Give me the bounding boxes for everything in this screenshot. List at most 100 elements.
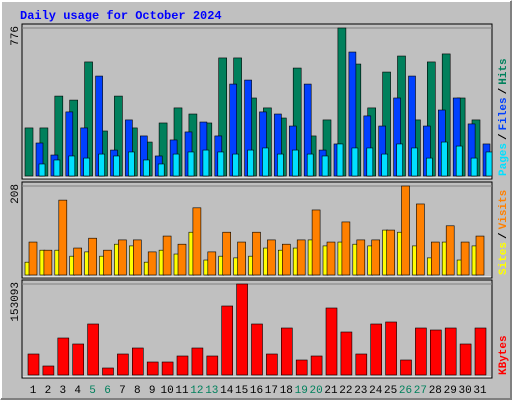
- bar: [128, 151, 135, 177]
- x-tick-label: 30: [458, 385, 471, 397]
- bar: [143, 159, 150, 177]
- bar: [202, 149, 210, 177]
- bar: [113, 155, 120, 177]
- bar: [277, 153, 284, 177]
- bar: [251, 323, 263, 376]
- legend: Pages / Files / Hits: [498, 58, 510, 176]
- x-tick-label: 23: [354, 385, 367, 397]
- bar: [444, 327, 457, 376]
- bar: [396, 143, 403, 177]
- bar: [73, 247, 82, 276]
- bar: [172, 153, 180, 177]
- bar: [401, 185, 410, 276]
- bar: [88, 237, 97, 276]
- bar: [426, 157, 433, 177]
- legend: KBytes: [498, 335, 510, 375]
- bar: [87, 323, 99, 376]
- bar: [295, 359, 308, 376]
- x-tick-label: 10: [160, 385, 173, 397]
- bar: [133, 239, 142, 276]
- bar: [206, 355, 219, 376]
- bar: [340, 331, 353, 376]
- bar: [177, 243, 187, 276]
- bar: [232, 153, 239, 177]
- bar: [237, 241, 246, 276]
- bar: [311, 209, 321, 276]
- bar: [366, 147, 374, 177]
- bar: [83, 157, 90, 177]
- bar: [474, 327, 487, 376]
- bar: [310, 355, 323, 376]
- x-tick-label: 12: [190, 385, 203, 397]
- chart-title: Daily usage for October 2024: [20, 9, 222, 23]
- x-tick-label: 6: [104, 385, 111, 397]
- bar: [385, 321, 397, 376]
- bar: [455, 145, 463, 177]
- legend-entry: Hits: [498, 58, 510, 84]
- bar: [281, 243, 291, 276]
- x-tick-label: 19: [295, 385, 308, 397]
- legend: Sites / Visits: [498, 190, 510, 275]
- bar: [24, 127, 34, 177]
- bar: [370, 323, 383, 376]
- y-max-label: 153093: [10, 282, 22, 322]
- bar: [291, 149, 299, 177]
- bar: [147, 251, 157, 276]
- bar: [336, 143, 344, 177]
- x-tick-label: 3: [59, 385, 66, 397]
- bar: [280, 327, 293, 376]
- y-max-label: 208: [10, 184, 22, 204]
- bar: [118, 239, 127, 276]
- legend-entry: Sites: [498, 242, 510, 275]
- x-tick-label: 28: [429, 385, 442, 397]
- bar: [321, 155, 329, 177]
- bar: [57, 337, 70, 376]
- legend-entry: Visits: [498, 190, 510, 230]
- x-tick-label: 27: [414, 385, 427, 397]
- bar: [157, 163, 165, 177]
- x-tick-label: 14: [220, 385, 234, 397]
- bar: [247, 149, 254, 177]
- bar: [459, 343, 472, 376]
- bar: [445, 225, 455, 276]
- bar: [38, 163, 46, 177]
- x-tick-label: 16: [250, 385, 263, 397]
- x-tick-label: 7: [119, 385, 126, 397]
- bar: [267, 239, 276, 276]
- x-tick-label: 20: [309, 385, 322, 397]
- legend-entry: KBytes: [498, 335, 510, 375]
- bar: [28, 241, 38, 276]
- x-tick-label: 24: [369, 385, 383, 397]
- bar: [207, 251, 217, 276]
- bar: [217, 151, 225, 177]
- bar: [351, 147, 359, 177]
- legend-separator: /: [498, 133, 510, 140]
- legend-entry: Files: [498, 97, 510, 130]
- bar: [485, 151, 493, 177]
- bar: [429, 329, 442, 376]
- bar: [460, 241, 470, 276]
- bar: [102, 367, 114, 376]
- x-tick-label: 31: [473, 385, 487, 397]
- x-tick-label: 21: [324, 385, 338, 397]
- x-tick-label: 5: [89, 385, 96, 397]
- bar: [191, 347, 204, 376]
- x-tick-label: 22: [339, 385, 352, 397]
- x-tick-label: 15: [235, 385, 248, 397]
- bar: [98, 153, 105, 177]
- bar: [440, 141, 448, 177]
- bar: [252, 231, 261, 276]
- bar: [325, 307, 338, 376]
- bar: [103, 249, 112, 276]
- bar: [161, 361, 174, 376]
- bar: [117, 353, 129, 376]
- x-tick-label: 25: [384, 385, 397, 397]
- bar: [146, 361, 159, 376]
- bar: [326, 241, 336, 276]
- x-tick-label: 13: [205, 385, 218, 397]
- x-tick-label: 8: [134, 385, 141, 397]
- bar: [356, 239, 366, 276]
- bar: [262, 147, 269, 177]
- bar: [400, 359, 412, 376]
